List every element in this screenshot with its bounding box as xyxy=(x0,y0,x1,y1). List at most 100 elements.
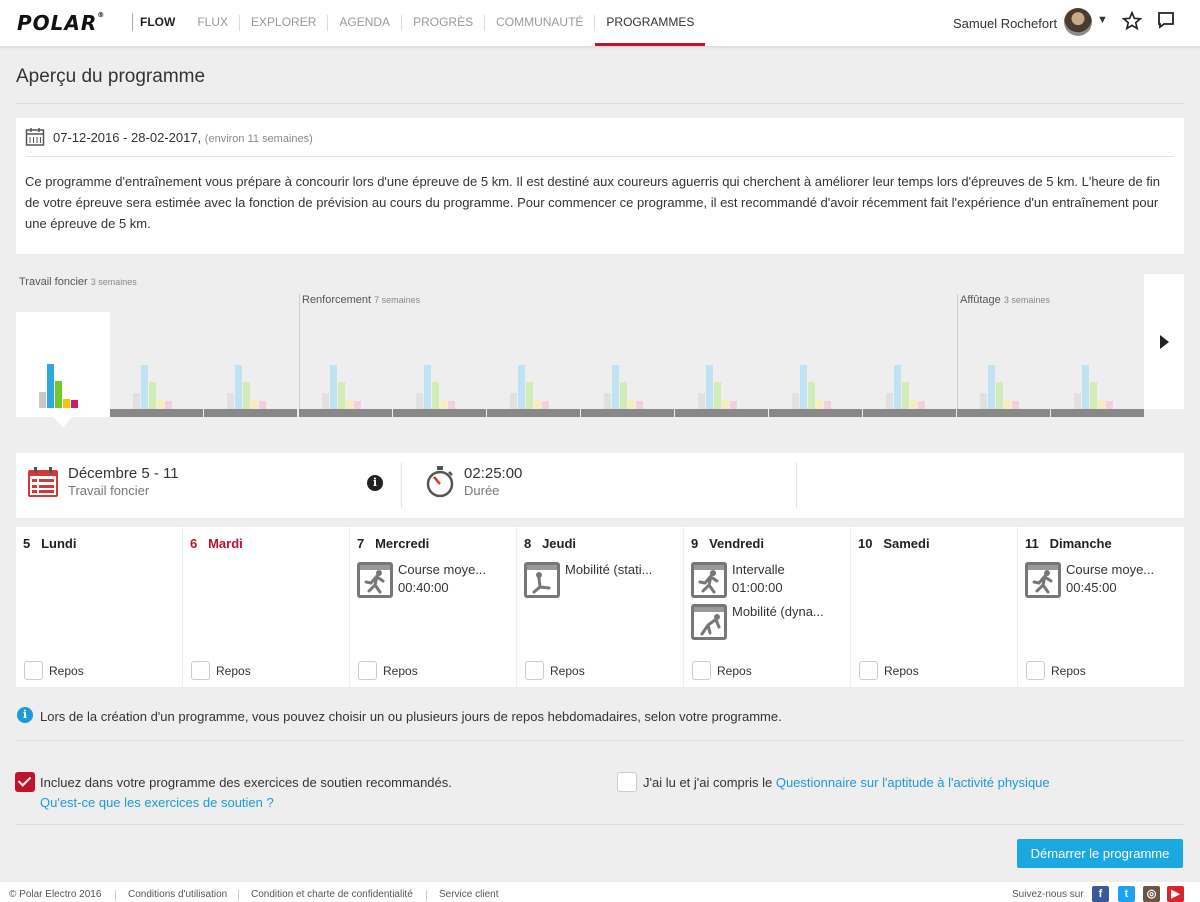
week-column[interactable] xyxy=(487,312,581,417)
logo-divider xyxy=(132,13,133,31)
questionnaire-checkbox[interactable] xyxy=(617,772,637,792)
week-column[interactable] xyxy=(769,312,863,417)
rest-checkbox[interactable] xyxy=(525,661,544,680)
week-bar xyxy=(243,382,250,409)
week-bar xyxy=(235,365,242,409)
activity[interactable]: Intervalle 01:00:00 xyxy=(690,561,840,601)
footer-link-privacy[interactable]: Condition et charte de confidentialité xyxy=(251,889,413,900)
nav-divider xyxy=(594,15,596,31)
star-icon[interactable] xyxy=(1121,8,1143,34)
nav-communaute[interactable]: COMMUNAUTÉ xyxy=(496,15,584,29)
support-exercises-checkbox[interactable] xyxy=(15,772,35,792)
week-bar xyxy=(706,365,713,409)
week-bar xyxy=(886,393,893,409)
rest-checkbox[interactable] xyxy=(1026,661,1045,680)
nav-progres[interactable]: PROGRÈS xyxy=(413,15,474,29)
support-exercises-link[interactable]: Qu'est-ce que les exercices de soutien ? xyxy=(40,795,274,810)
twitter-icon[interactable]: t xyxy=(1118,886,1135,902)
week-bar xyxy=(330,365,337,409)
week-base xyxy=(863,409,956,417)
activity[interactable]: Course moye... 00:45:00 xyxy=(1024,561,1174,601)
week-bar xyxy=(808,382,815,409)
info-icon[interactable]: i xyxy=(367,475,383,491)
next-weeks-button[interactable] xyxy=(1144,274,1184,409)
week-column-selected[interactable] xyxy=(16,312,110,417)
week-column[interactable] xyxy=(675,312,769,417)
week-bar xyxy=(39,392,46,408)
nav-explorer[interactable]: EXPLORER xyxy=(251,15,317,29)
message-icon[interactable] xyxy=(1156,10,1176,30)
week-bar xyxy=(612,365,619,409)
questionnaire-link[interactable]: Questionnaire sur l'aptitude à l'activit… xyxy=(775,775,1050,790)
phase-duration: 3 semaines xyxy=(1003,295,1050,305)
nav-flow[interactable]: FLOW xyxy=(140,15,176,29)
nav-agenda[interactable]: AGENDA xyxy=(339,15,391,29)
week-column[interactable] xyxy=(863,312,957,417)
phase-duration: 7 semaines xyxy=(374,295,421,305)
divider xyxy=(16,740,1184,741)
week-column[interactable] xyxy=(110,312,204,417)
rest-label: Repos xyxy=(884,664,919,678)
phase-label: Affûtage 3 semaines xyxy=(960,294,1050,306)
week-column[interactable] xyxy=(204,312,298,417)
week-bar xyxy=(902,382,909,409)
instagram-icon[interactable]: ◎ xyxy=(1143,886,1160,902)
week-column[interactable] xyxy=(393,312,487,417)
week-bar xyxy=(416,393,423,409)
calendar-icon xyxy=(28,467,58,497)
runner-icon xyxy=(356,561,394,599)
activity[interactable]: Mobilité (dyna... xyxy=(690,603,840,643)
chevron-down-icon[interactable]: ▼ xyxy=(1097,14,1108,26)
footer-link-support[interactable]: Service client xyxy=(439,889,499,900)
youtube-icon[interactable]: ▶ xyxy=(1167,886,1184,902)
phase-divider xyxy=(299,294,300,409)
day-name: Jeudi xyxy=(542,536,577,551)
week-column[interactable] xyxy=(1051,312,1145,417)
week-bar xyxy=(730,401,737,409)
rest-checkbox[interactable] xyxy=(191,661,210,680)
day-column-vendredi: 9 Vendredi Intervalle 01:00:00 Mobilité (dy… xyxy=(684,527,850,687)
week-column[interactable] xyxy=(581,312,675,417)
day-column-mardi: 6 Mardi Repos xyxy=(183,527,349,687)
calendar-icon xyxy=(25,128,45,146)
day-number: 6 xyxy=(190,536,198,551)
week-column[interactable] xyxy=(299,312,393,417)
nav-flux[interactable]: FLUX xyxy=(197,15,229,29)
polar-logo[interactable]: POLAR® xyxy=(17,11,106,35)
week-bar xyxy=(698,393,705,409)
week-bar xyxy=(534,400,541,409)
start-program-button[interactable]: Démarrer le programme xyxy=(1017,839,1183,868)
user-name[interactable]: Samuel Rochefort xyxy=(953,16,1058,31)
activity[interactable]: Course moye... 00:40:00 xyxy=(356,561,506,601)
facebook-icon[interactable]: f xyxy=(1092,886,1109,902)
chevron-right-icon xyxy=(1160,335,1169,349)
day-number: 7 xyxy=(357,536,365,551)
week-column[interactable] xyxy=(957,312,1051,417)
date-range: 07-12-2016 - 28-02-2017, xyxy=(53,130,202,145)
nav-divider xyxy=(401,15,403,31)
divider xyxy=(16,824,1184,825)
rest-checkbox[interactable] xyxy=(859,661,878,680)
avatar[interactable] xyxy=(1064,8,1092,36)
footer-link-terms[interactable]: Conditions d'utilisation xyxy=(128,889,228,900)
mobility-static-icon xyxy=(523,561,561,599)
weeks-note: (environ 11 semaines) xyxy=(204,133,313,145)
nav-programmes[interactable]: PROGRAMMES xyxy=(595,0,706,46)
rest-checkbox[interactable] xyxy=(358,661,377,680)
activity[interactable]: Mobilité (stati... xyxy=(523,561,673,601)
week-bar xyxy=(1106,401,1113,409)
rest-days-notice: Lors de la création d'un programme, vous… xyxy=(40,709,782,724)
questionnaire-label: J'ai lu et j'ai compris le Questionnaire… xyxy=(643,775,1050,790)
week-base xyxy=(957,409,1050,417)
phase-label: Renforcement 7 semaines xyxy=(302,294,420,306)
week-bar xyxy=(910,400,917,409)
week-bar xyxy=(628,400,635,409)
week-bar xyxy=(636,401,643,409)
divider xyxy=(16,103,1184,104)
week-bar xyxy=(510,393,517,409)
week-bar xyxy=(1074,393,1081,409)
rest-checkbox[interactable] xyxy=(24,661,43,680)
week-bar xyxy=(227,393,234,409)
rest-checkbox[interactable] xyxy=(692,661,711,680)
phase-name: Renforcement xyxy=(302,294,372,306)
